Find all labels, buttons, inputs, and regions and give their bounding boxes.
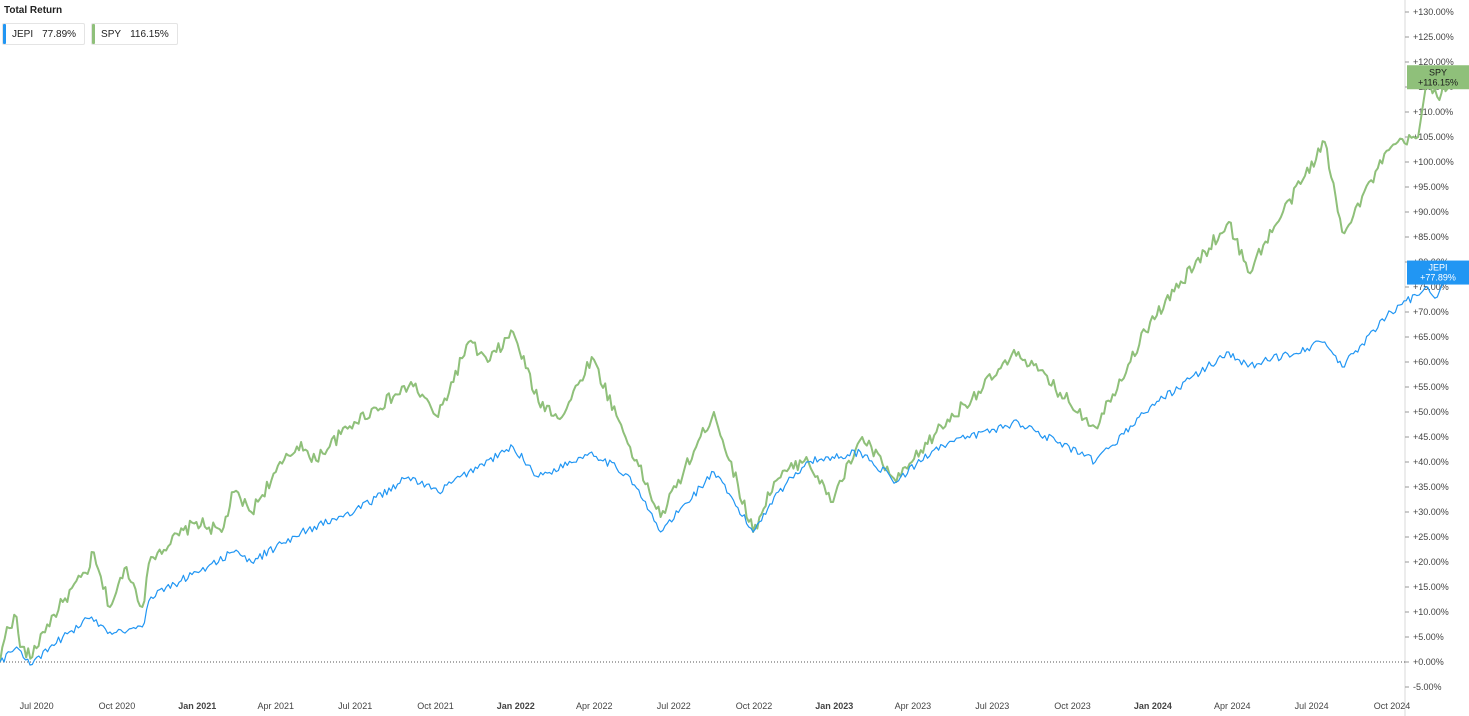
legend: JEPI 77.89% SPY 116.15%: [2, 23, 178, 45]
x-tick-label: Oct 2024: [1374, 701, 1411, 711]
x-tick-label: Jan 2022: [497, 701, 535, 711]
jepi-tag-value: +77.89%: [1420, 273, 1456, 283]
legend-value-spy: 116.15%: [130, 28, 169, 40]
x-tick-label: Oct 2023: [1054, 701, 1091, 711]
x-tick-label: Apr 2021: [258, 701, 295, 711]
legend-item-jepi[interactable]: JEPI 77.89%: [2, 23, 86, 45]
y-tick-label: -5.00%: [1413, 682, 1442, 692]
x-axis: Jul 2020 Oct 2020 Jan 2021 Apr 2021 Jul 2021…: [20, 701, 1411, 711]
plot-area: [0, 76, 1451, 666]
y-tick-label: +50.00%: [1413, 407, 1449, 417]
legend-swatch-spy: [92, 24, 96, 44]
y-tick-label: +120.00%: [1413, 57, 1454, 67]
x-tick-label: Apr 2024: [1214, 701, 1251, 711]
y-tick-label: +5.00%: [1413, 632, 1444, 642]
y-tick-label: +75.00%: [1413, 282, 1449, 292]
series-line-jepi: [0, 272, 1450, 666]
x-tick-label: Jul 2020: [20, 701, 54, 711]
y-axis: +130.00%+125.00%+120.00%+115.00%+110.00%…: [1404, 0, 1454, 716]
y-tick-label: +30.00%: [1413, 507, 1449, 517]
x-tick-label: Jan 2024: [1134, 701, 1172, 711]
y-tick-label: +15.00%: [1413, 582, 1449, 592]
y-tick-label: +55.00%: [1413, 382, 1449, 392]
y-tick-label: +35.00%: [1413, 482, 1449, 492]
x-tick-label: Oct 2022: [736, 701, 773, 711]
x-tick-label: Apr 2023: [895, 701, 932, 711]
y-tick-label: +70.00%: [1413, 307, 1449, 317]
x-tick-label: Oct 2020: [99, 701, 136, 711]
y-tick-label: +95.00%: [1413, 182, 1449, 192]
legend-name-spy: SPY: [101, 28, 122, 40]
y-tick-label: +110.00%: [1413, 107, 1453, 117]
y-tick-label: +130.00%: [1413, 7, 1454, 17]
jepi-tag-name: JEPI: [1428, 263, 1447, 273]
y-tick-label: +20.00%: [1413, 557, 1449, 567]
y-tick-label: +85.00%: [1413, 232, 1449, 242]
y-tick-label: +105.00%: [1413, 132, 1454, 142]
x-tick-label: Jul 2024: [1295, 701, 1329, 711]
x-tick-label: Jul 2022: [657, 701, 691, 711]
legend-swatch-jepi: [3, 24, 6, 44]
chart-title: Total Return: [4, 5, 63, 16]
spy-tag-value: +116.15%: [1418, 77, 1458, 87]
y-tick-label: +40.00%: [1413, 457, 1449, 467]
x-tick-label: Jul 2021: [338, 701, 372, 711]
x-tick-label: Oct 2021: [417, 701, 454, 711]
legend-name-jepi: JEPI: [12, 28, 34, 40]
x-tick-label: Jan 2021: [178, 701, 216, 711]
y-tick-label: +65.00%: [1413, 332, 1449, 342]
price-tags: SPY +116.15% JEPI +77.89%: [1407, 65, 1469, 285]
legend-value-jepi: 77.89%: [42, 28, 77, 40]
y-tick-label: +25.00%: [1413, 532, 1449, 542]
legend-item-spy[interactable]: SPY 116.15%: [91, 23, 178, 45]
x-tick-label: Apr 2022: [576, 701, 613, 711]
series-line-spy: [0, 76, 1451, 663]
jepi-value-tag: [1407, 260, 1469, 285]
y-tick-label: +45.00%: [1413, 432, 1449, 442]
y-tick-label: +0.00%: [1413, 657, 1444, 667]
y-tick-label: +100.00%: [1413, 157, 1454, 167]
y-tick-label: +60.00%: [1413, 357, 1449, 367]
y-tick-label: +125.00%: [1413, 32, 1454, 42]
spy-value-tag: [1407, 65, 1469, 90]
y-tick-label: +90.00%: [1413, 207, 1449, 217]
x-tick-label: Jul 2023: [975, 701, 1009, 711]
x-tick-label: Jan 2023: [815, 701, 853, 711]
spy-tag-name: SPY: [1429, 67, 1447, 77]
y-tick-label: +10.00%: [1413, 607, 1449, 617]
